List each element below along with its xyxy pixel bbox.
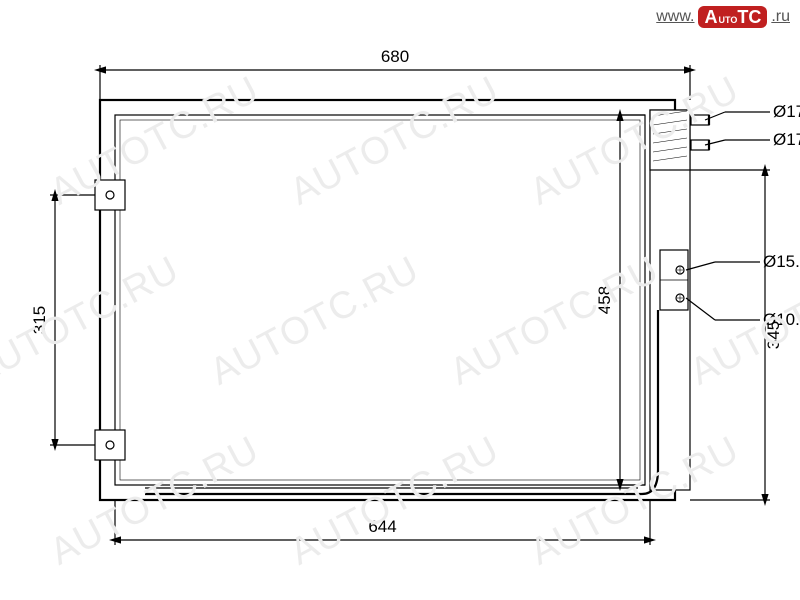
url-prefix: www. [656,8,694,25]
url-text: www. [656,8,694,26]
mount-lug [95,430,125,460]
logo-uto: UTO [718,16,737,25]
dim-left-height: 315 [30,306,49,334]
dim-dia-3: Ø15.4 [763,252,800,271]
logo-badge: A UTO TC [698,6,767,28]
logo-a: A [704,8,717,26]
dim-dia-1: Ø17 [773,102,800,121]
logo-tc: TC [737,8,761,26]
source-url: www. A UTO TC .ru [656,6,790,28]
dim-mid-height: 458 [595,286,614,314]
url-suffix: .ru [771,8,790,26]
tank-header [650,110,690,170]
radiator-core [115,115,645,485]
mount-lug [95,180,125,210]
dim-dia-4: Ø10.2 [763,310,800,329]
dim-bottom-inner: 644 [368,517,396,536]
radiator-outer [100,100,675,500]
technical-drawing: 680644315458345Ø17Ø17Ø15.4Ø10.2 [0,0,800,600]
dim-dia-2: Ø17 [773,130,800,149]
dim-top-overall: 680 [381,47,409,66]
return-pipe [145,310,658,494]
core-bevel [120,120,640,480]
